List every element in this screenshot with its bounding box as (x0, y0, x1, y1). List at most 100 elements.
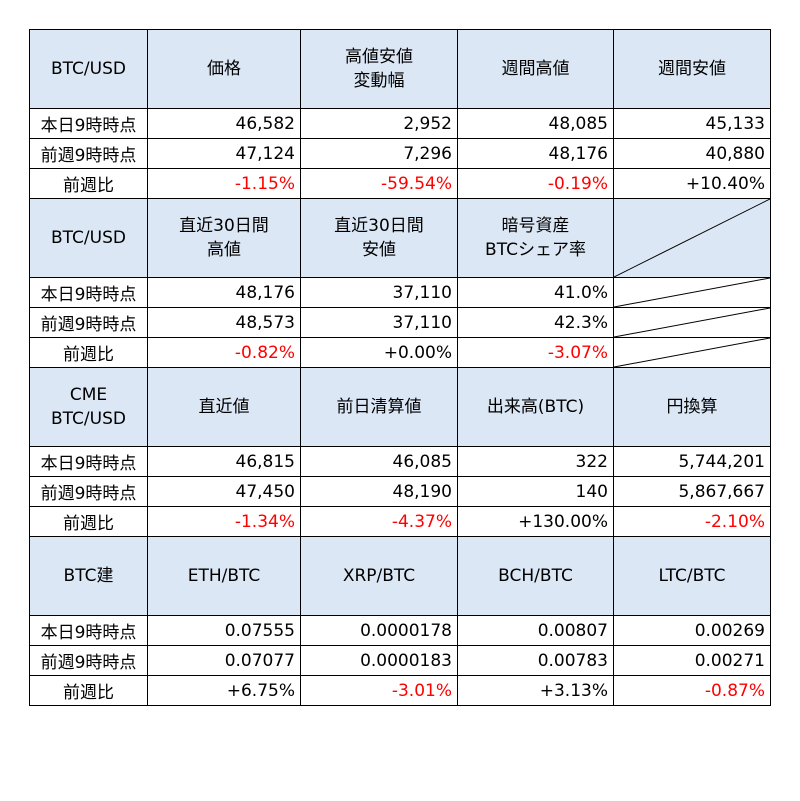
row-label: 本日9時時点 (29, 446, 148, 477)
value-cell: -0.87% (613, 675, 771, 706)
value-cell: +3.13% (457, 675, 614, 706)
value-cell: 42.3% (457, 307, 614, 338)
header-text: 価格 (207, 59, 241, 79)
value-cell: -0.82% (147, 337, 301, 368)
value-cell: 0.07555 (147, 615, 301, 646)
empty-diagonal-cell (613, 198, 771, 278)
header-text: 直近値 (198, 397, 250, 417)
column-header: 直近値 (147, 367, 301, 447)
column-header: XRP/BTC (300, 536, 458, 616)
table-row: 前週比 -0.82% +0.00% -3.07% (29, 337, 771, 368)
value-cell: 48,573 (147, 307, 301, 338)
section-title: BTC/USD (29, 198, 148, 278)
column-header: 直近30日間 高値 (147, 198, 301, 278)
value-cell: 0.0000183 (300, 645, 458, 676)
row-label: 前週9時時点 (29, 645, 148, 676)
value-cell: 5,744,201 (613, 446, 771, 477)
header-text: 週間高値 (501, 59, 570, 79)
value-cell: -59.54% (300, 168, 458, 199)
header-text: CME BTC/USD (51, 385, 126, 429)
value-cell: 0.0000178 (300, 615, 458, 646)
section-title: CME BTC/USD (29, 367, 148, 447)
table-row: 本日9時時点 0.07555 0.0000178 0.00807 0.00269 (29, 615, 771, 646)
value-cell: 48,176 (457, 138, 614, 169)
table-row: 本日9時時点 46,815 46,085 322 5,744,201 (29, 446, 771, 477)
column-header: 週間安値 (613, 29, 771, 109)
value-cell: -4.37% (300, 506, 458, 537)
value-cell: -1.15% (147, 168, 301, 199)
value-cell: 7,296 (300, 138, 458, 169)
value-cell: -3.07% (457, 337, 614, 368)
column-header: 前日清算値 (300, 367, 458, 447)
row-label: 前週比 (29, 337, 148, 368)
header-text: 週間安値 (658, 59, 726, 79)
value-cell: -0.19% (457, 168, 614, 199)
header-text: 暗号資産 BTCシェア率 (485, 216, 586, 260)
header-text: 出来高(BTC) (486, 397, 585, 417)
column-header: 暗号資産 BTCシェア率 (457, 198, 614, 278)
row-label: 本日9時時点 (29, 615, 148, 646)
value-cell: 37,110 (300, 277, 458, 308)
header-text: 直近30日間 高値 (179, 216, 269, 260)
value-cell: 0.00807 (457, 615, 614, 646)
column-header: 円換算 (613, 367, 771, 447)
table-row: 前週比 -1.34% -4.37% +130.00% -2.10% (29, 506, 771, 537)
section-title: BTC建 (29, 536, 148, 616)
header-text: 高値安値 変動幅 (345, 47, 413, 91)
table-row: 前週比 -1.15% -59.54% -0.19% +10.40% (29, 168, 771, 199)
table-row: 前週比 +6.75% -3.01% +3.13% -0.87% (29, 675, 771, 706)
row-label: 前週比 (29, 168, 148, 199)
market-data-table: BTC/USD 価格 高値安値 変動幅 週間高値 週間安値本日9時時点 46,582 2,9… (29, 29, 771, 770)
column-header: BCH/BTC (457, 536, 614, 616)
value-cell: +0.00% (300, 337, 458, 368)
value-cell: -3.01% (300, 675, 458, 706)
section-header-row: BTC建 ETH/BTC XRP/BTC BCH/BTC LTC/BTC (29, 536, 771, 616)
column-header: 価格 (147, 29, 301, 109)
section-header-row: CME BTC/USD 直近値 前日清算値 出来高(BTC) 円換算 (29, 367, 771, 447)
column-header: 直近30日間 安値 (300, 198, 458, 278)
value-cell: 0.00783 (457, 645, 614, 676)
header-text: BCH/BTC (498, 566, 573, 586)
empty-diagonal-cell (613, 277, 771, 308)
row-label: 本日9時時点 (29, 108, 148, 139)
header-text: BTC/USD (51, 59, 126, 79)
section-header-row: BTC/USD 価格 高値安値 変動幅 週間高値 週間安値 (29, 29, 771, 109)
value-cell: 47,124 (147, 138, 301, 169)
table-row: 前週9時時点 47,450 48,190 140 5,867,667 (29, 476, 771, 507)
column-header: 高値安値 変動幅 (300, 29, 458, 109)
column-header: 出来高(BTC) (457, 367, 614, 447)
value-cell: 47,450 (147, 476, 301, 507)
value-cell: 140 (457, 476, 614, 507)
value-cell: 48,176 (147, 277, 301, 308)
value-cell: 5,867,667 (613, 476, 771, 507)
value-cell: 2,952 (300, 108, 458, 139)
value-cell: +130.00% (457, 506, 614, 537)
table-body: BTC/USD 価格 高値安値 変動幅 週間高値 週間安値本日9時時点 46,582 2,9… (29, 29, 771, 706)
value-cell: 46,815 (147, 446, 301, 477)
value-cell: -1.34% (147, 506, 301, 537)
column-header: ETH/BTC (147, 536, 301, 616)
table-row: 前週9時時点 47,124 7,296 48,176 40,880 (29, 138, 771, 169)
table-row: 前週9時時点 0.07077 0.0000183 0.00783 0.00271 (29, 645, 771, 676)
value-cell: 37,110 (300, 307, 458, 338)
value-cell: 46,085 (300, 446, 458, 477)
row-label: 前週比 (29, 675, 148, 706)
header-text: LTC/BTC (658, 566, 726, 586)
header-text: 直近30日間 安値 (334, 216, 424, 260)
empty-diagonal-cell (613, 337, 771, 368)
column-header: 週間高値 (457, 29, 614, 109)
table-row: 前週9時時点 48,573 37,110 42.3% (29, 307, 771, 338)
section-header-row: BTC/USD 直近30日間 高値 直近30日間 安値 暗号資産 BTCシェア率 (29, 198, 771, 278)
value-cell: 0.00271 (613, 645, 771, 676)
value-cell: 322 (457, 446, 614, 477)
column-header: LTC/BTC (613, 536, 771, 616)
row-label: 前週9時時点 (29, 138, 148, 169)
market-table: BTC/USD 価格 高値安値 変動幅 週間高値 週間安値本日9時時点 46,582 2,9… (29, 29, 771, 706)
header-text: 前日清算値 (336, 397, 422, 417)
header-text: XRP/BTC (342, 566, 416, 586)
value-cell: 45,133 (613, 108, 771, 139)
empty-diagonal-cell (613, 307, 771, 338)
value-cell: 48,190 (300, 476, 458, 507)
value-cell: 41.0% (457, 277, 614, 308)
table-row: 本日9時時点 46,582 2,952 48,085 45,133 (29, 108, 771, 139)
